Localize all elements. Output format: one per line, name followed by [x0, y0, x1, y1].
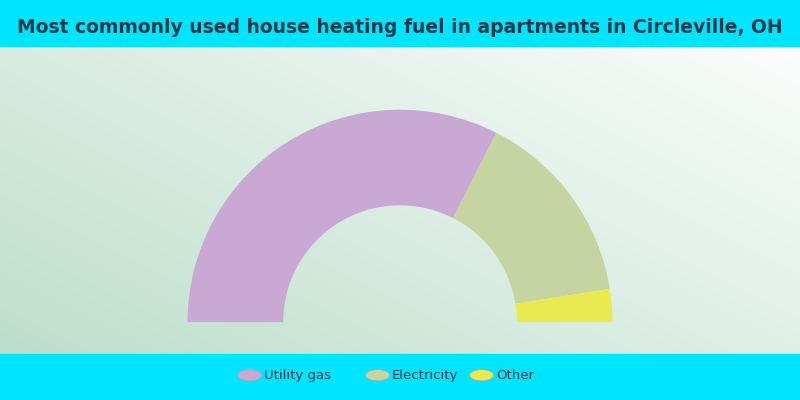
Wedge shape [187, 110, 497, 322]
Wedge shape [515, 289, 613, 322]
Text: Other: Other [496, 369, 534, 382]
Bar [0, 0, 800, 46]
Wedge shape [453, 133, 610, 304]
Text: Utility gas: Utility gas [264, 369, 331, 382]
Text: Electricity: Electricity [392, 369, 458, 382]
Bar [0, 354, 800, 400]
Text: Most commonly used house heating fuel in apartments in Circleville, OH: Most commonly used house heating fuel in… [17, 18, 783, 37]
